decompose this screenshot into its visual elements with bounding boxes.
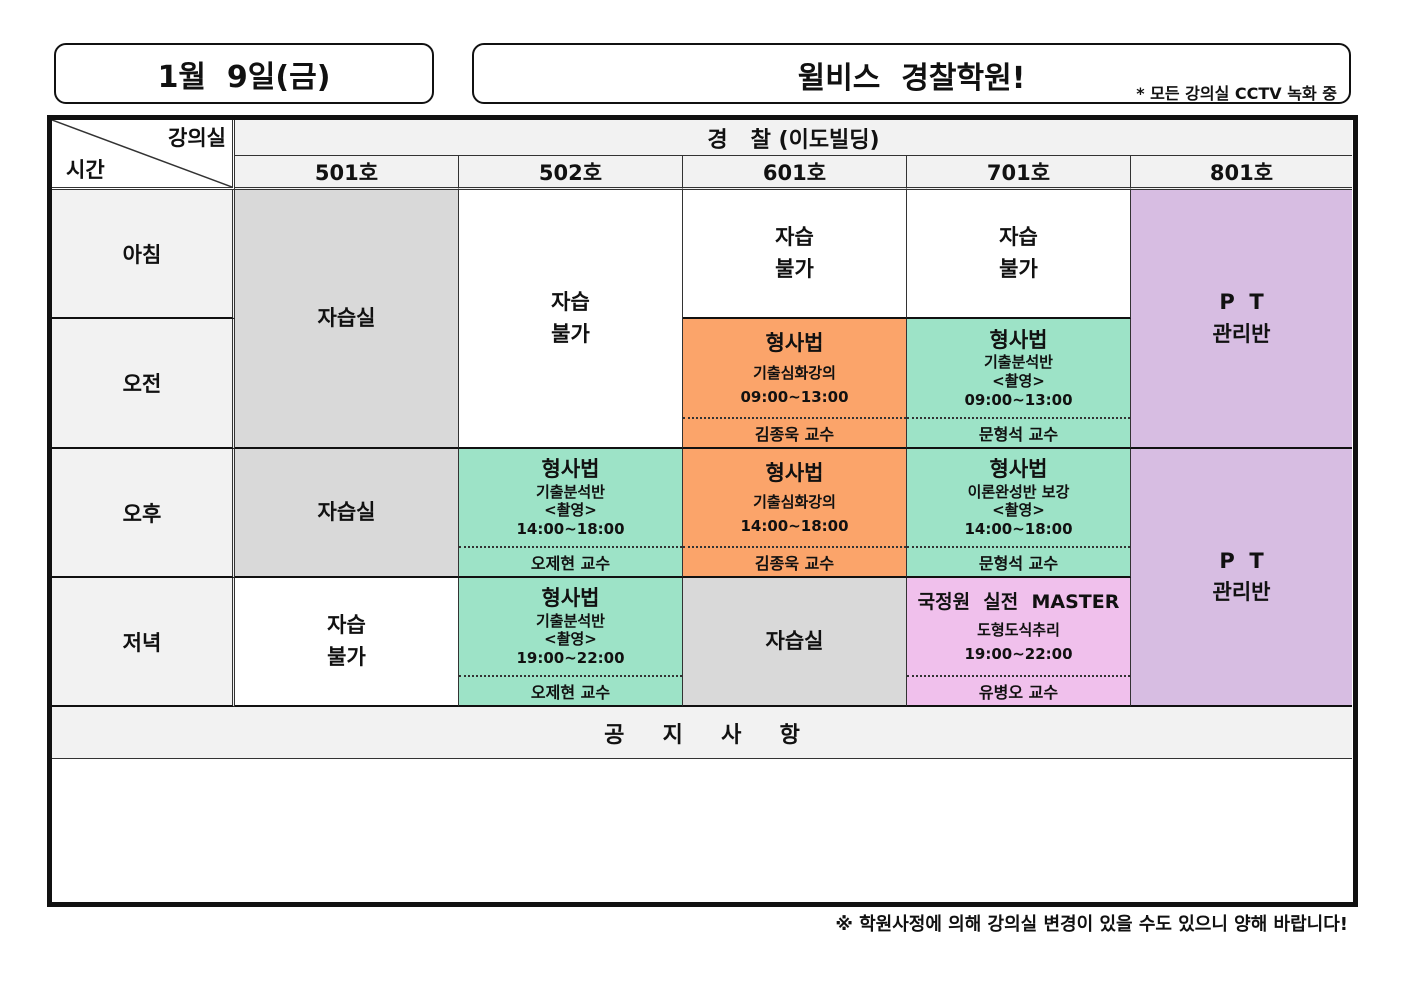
cell-text: P T [1219,290,1264,314]
lecture-professor: 김종욱 교수 [683,417,906,447]
cell-text: 불가 [327,644,366,669]
cell-501-afternoon: 자습실 [235,449,459,578]
room-header: 801호 [1131,156,1352,190]
cctv-note: * 모든 강의실 CCTV 녹화 중 [1136,84,1337,103]
lecture-sub: 기출심화강의 [753,493,836,512]
cell-text: 불가 [775,256,814,281]
corner-cell: 강의실 시간 [52,120,235,190]
lecture-time: 14:00~18:00 [964,520,1073,538]
academy-title: 윌비스 경찰학원! [797,61,1026,96]
lecture-note: <촬영> [992,501,1045,520]
cell-text: 자습 [327,613,366,637]
lecture-professor: 유병오 교수 [907,675,1130,705]
time-slot: 오후 [52,449,235,578]
lecture-professor: 오제현 교수 [459,675,682,705]
lecture-502-evening: 형사법 기출분석반 <촬영> 19:00~22:00 오제현 교수 [459,578,683,707]
lecture-title: 형사법 [989,327,1048,352]
corner-room-label: 강의실 [168,126,226,150]
notice-header: 공 지 사 항 [52,707,1352,759]
cell-501-morning: 자습실 [235,190,459,449]
title-box: 윌비스 경찰학원! * 모든 강의실 CCTV 녹화 중 [472,43,1351,104]
lecture-note: <촬영> [544,630,597,649]
lecture-sub: 기출분석반 [983,353,1053,371]
time-slot: 저녁 [52,578,235,707]
lecture-701-evening: 국정원 실전 MASTER 도형도식추리 19:00~22:00 유병오 교수 [907,578,1131,707]
cell-text: 자습 [775,225,814,249]
lecture-sub: 기출심화강의 [753,363,836,382]
footer-note: ※ 학원사정에 의해 강의실 변경이 있을 수도 있으니 양해 바랍니다! [835,914,1348,935]
lecture-note: <촬영> [544,501,597,520]
cell-text: 자습실 [317,305,376,330]
diagonal-line [52,120,232,187]
lecture-sub: 기출분석반 [535,611,605,630]
lecture-title: 형사법 [541,457,600,482]
cell-text: 자습실 [317,499,376,524]
lecture-title: 형사법 [765,460,824,485]
cell-801-afternoon: P T 관리반 [1131,449,1352,707]
cell-text: 관리반 [1212,580,1271,604]
cell-text: 관리반 [1212,321,1271,346]
cell-text: P T [1219,548,1264,573]
lecture-701-afternoon: 형사법 이론완성반 보강 <촬영> 14:00~18:00 문형석 교수 [907,449,1131,578]
cell-text: 불가 [551,321,590,346]
time-slot: 오전 [52,319,235,449]
date: 1월 9일(금) [157,59,331,95]
cell-601-evening: 자습실 [683,578,907,707]
corner-time-label: 시간 [66,158,105,182]
lecture-professor: 오제현 교수 [459,546,682,576]
lecture-title: 형사법 [989,457,1048,482]
notice-body [52,759,1352,902]
lecture-title: 형사법 [541,586,600,611]
cell-text: 자습 [551,290,590,314]
room-header: 502호 [459,156,683,190]
lecture-sub: 기출분석반 [535,482,605,501]
lecture-time: 09:00~13:00 [964,390,1073,409]
time-slot: 아침 [52,190,235,319]
lecture-title: 형사법 [765,331,824,356]
lecture-701-morning: 형사법 기출분석반 <촬영> 09:00~13:00 문형석 교수 [907,319,1131,449]
room-header: 601호 [683,156,907,190]
lecture-time: 19:00~22:00 [516,649,625,667]
lecture-sub: 도형도식추리 [977,620,1060,639]
lecture-time: 14:00~18:00 [740,517,849,536]
lecture-time: 14:00~18:00 [516,520,625,538]
lecture-sub: 이론완성반 보강 [967,482,1070,501]
cell-text: 자습실 [765,628,824,653]
cell-801-morning: P T 관리반 [1131,190,1352,449]
cell-text: 자습 [999,225,1038,249]
lecture-professor: 문형석 교수 [907,546,1130,576]
lecture-professor: 문형석 교수 [907,417,1130,447]
room-header: 501호 [235,156,459,190]
lecture-time: 19:00~22:00 [964,644,1073,663]
building-header: 경 찰 (이도빌딩) [235,120,1352,156]
cell-text: 불가 [999,256,1038,281]
room-header: 701호 [907,156,1131,190]
lecture-professor: 김종욱 교수 [683,546,906,576]
lecture-time: 09:00~13:00 [740,387,849,406]
lecture-502-afternoon: 형사법 기출분석반 <촬영> 14:00~18:00 오제현 교수 [459,449,683,578]
date-box: 1월 9일(금) [54,43,434,104]
lecture-note: <촬영> [992,371,1045,390]
lecture-title: 국정원 실전 MASTER [917,591,1120,614]
